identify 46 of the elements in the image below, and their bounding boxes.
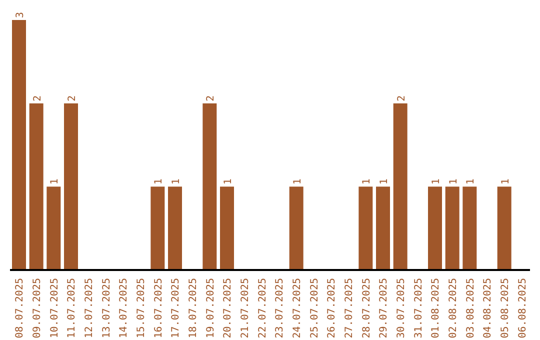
data-label: 2 [206, 95, 217, 102]
x-tick-label: 09.07.2025 [32, 278, 43, 338]
x-tick-label: 25.07.2025 [309, 278, 320, 338]
data-label: 2 [67, 95, 78, 102]
x-tick-label: 31.07.2025 [413, 278, 424, 338]
data-label: 3 [15, 12, 26, 18]
x-tick-label: 14.07.2025 [118, 278, 130, 338]
data-label: 1 [466, 178, 477, 185]
x-tick-label: 21.07.2025 [240, 278, 251, 338]
x-tick-label: 15.07.2025 [136, 278, 147, 338]
data-label: 2 [396, 95, 408, 102]
x-tick-label: 17.07.2025 [170, 278, 182, 338]
x-tick-label: 11.07.2025 [66, 278, 78, 338]
x-tick-label: 02.08.2025 [448, 278, 459, 338]
data-label: 1 [292, 178, 304, 185]
data-label: 2 [32, 95, 44, 102]
x-tick-label: 13.07.2025 [101, 278, 112, 338]
x-tick-label: 10.07.2025 [49, 278, 60, 338]
x-tick-label: 28.07.2025 [361, 278, 372, 338]
data-label: 1 [500, 178, 512, 185]
data-label: 1 [379, 178, 390, 185]
x-tick-label: 06.08.2025 [517, 278, 528, 338]
data-label: 1 [431, 178, 442, 185]
data-label: 1 [223, 178, 234, 185]
x-tick-label: 12.07.2025 [84, 278, 95, 338]
data-label: 1 [362, 178, 373, 185]
x-tick-label: 01.08.2025 [430, 278, 442, 338]
x-tick-label: 23.07.2025 [274, 278, 286, 338]
data-label: 1 [154, 178, 165, 185]
data-label: 1 [448, 178, 460, 185]
data-label: 1 [171, 178, 182, 185]
x-tick-label: 08.07.2025 [14, 278, 26, 338]
x-tick-label: 19.07.2025 [205, 278, 216, 338]
x-tick-label: 20.07.2025 [222, 278, 234, 338]
x-tick-label: 22.07.2025 [257, 278, 268, 338]
x-tick-label: 03.08.2025 [465, 278, 476, 338]
x-tick-label: 16.07.2025 [153, 278, 164, 338]
x-tick-label: 30.07.2025 [396, 278, 407, 338]
x-tick-label: 24.07.2025 [292, 278, 303, 338]
data-label: 1 [50, 178, 61, 185]
x-tick-label: 29.07.2025 [378, 278, 390, 338]
x-tick-label: 27.07.2025 [344, 278, 355, 338]
x-tick-label: 26.07.2025 [326, 278, 338, 338]
x-tick-label: 18.07.2025 [188, 278, 199, 338]
x-tick-label: 05.08.2025 [500, 278, 511, 338]
x-tick-label: 04.08.2025 [482, 278, 494, 338]
